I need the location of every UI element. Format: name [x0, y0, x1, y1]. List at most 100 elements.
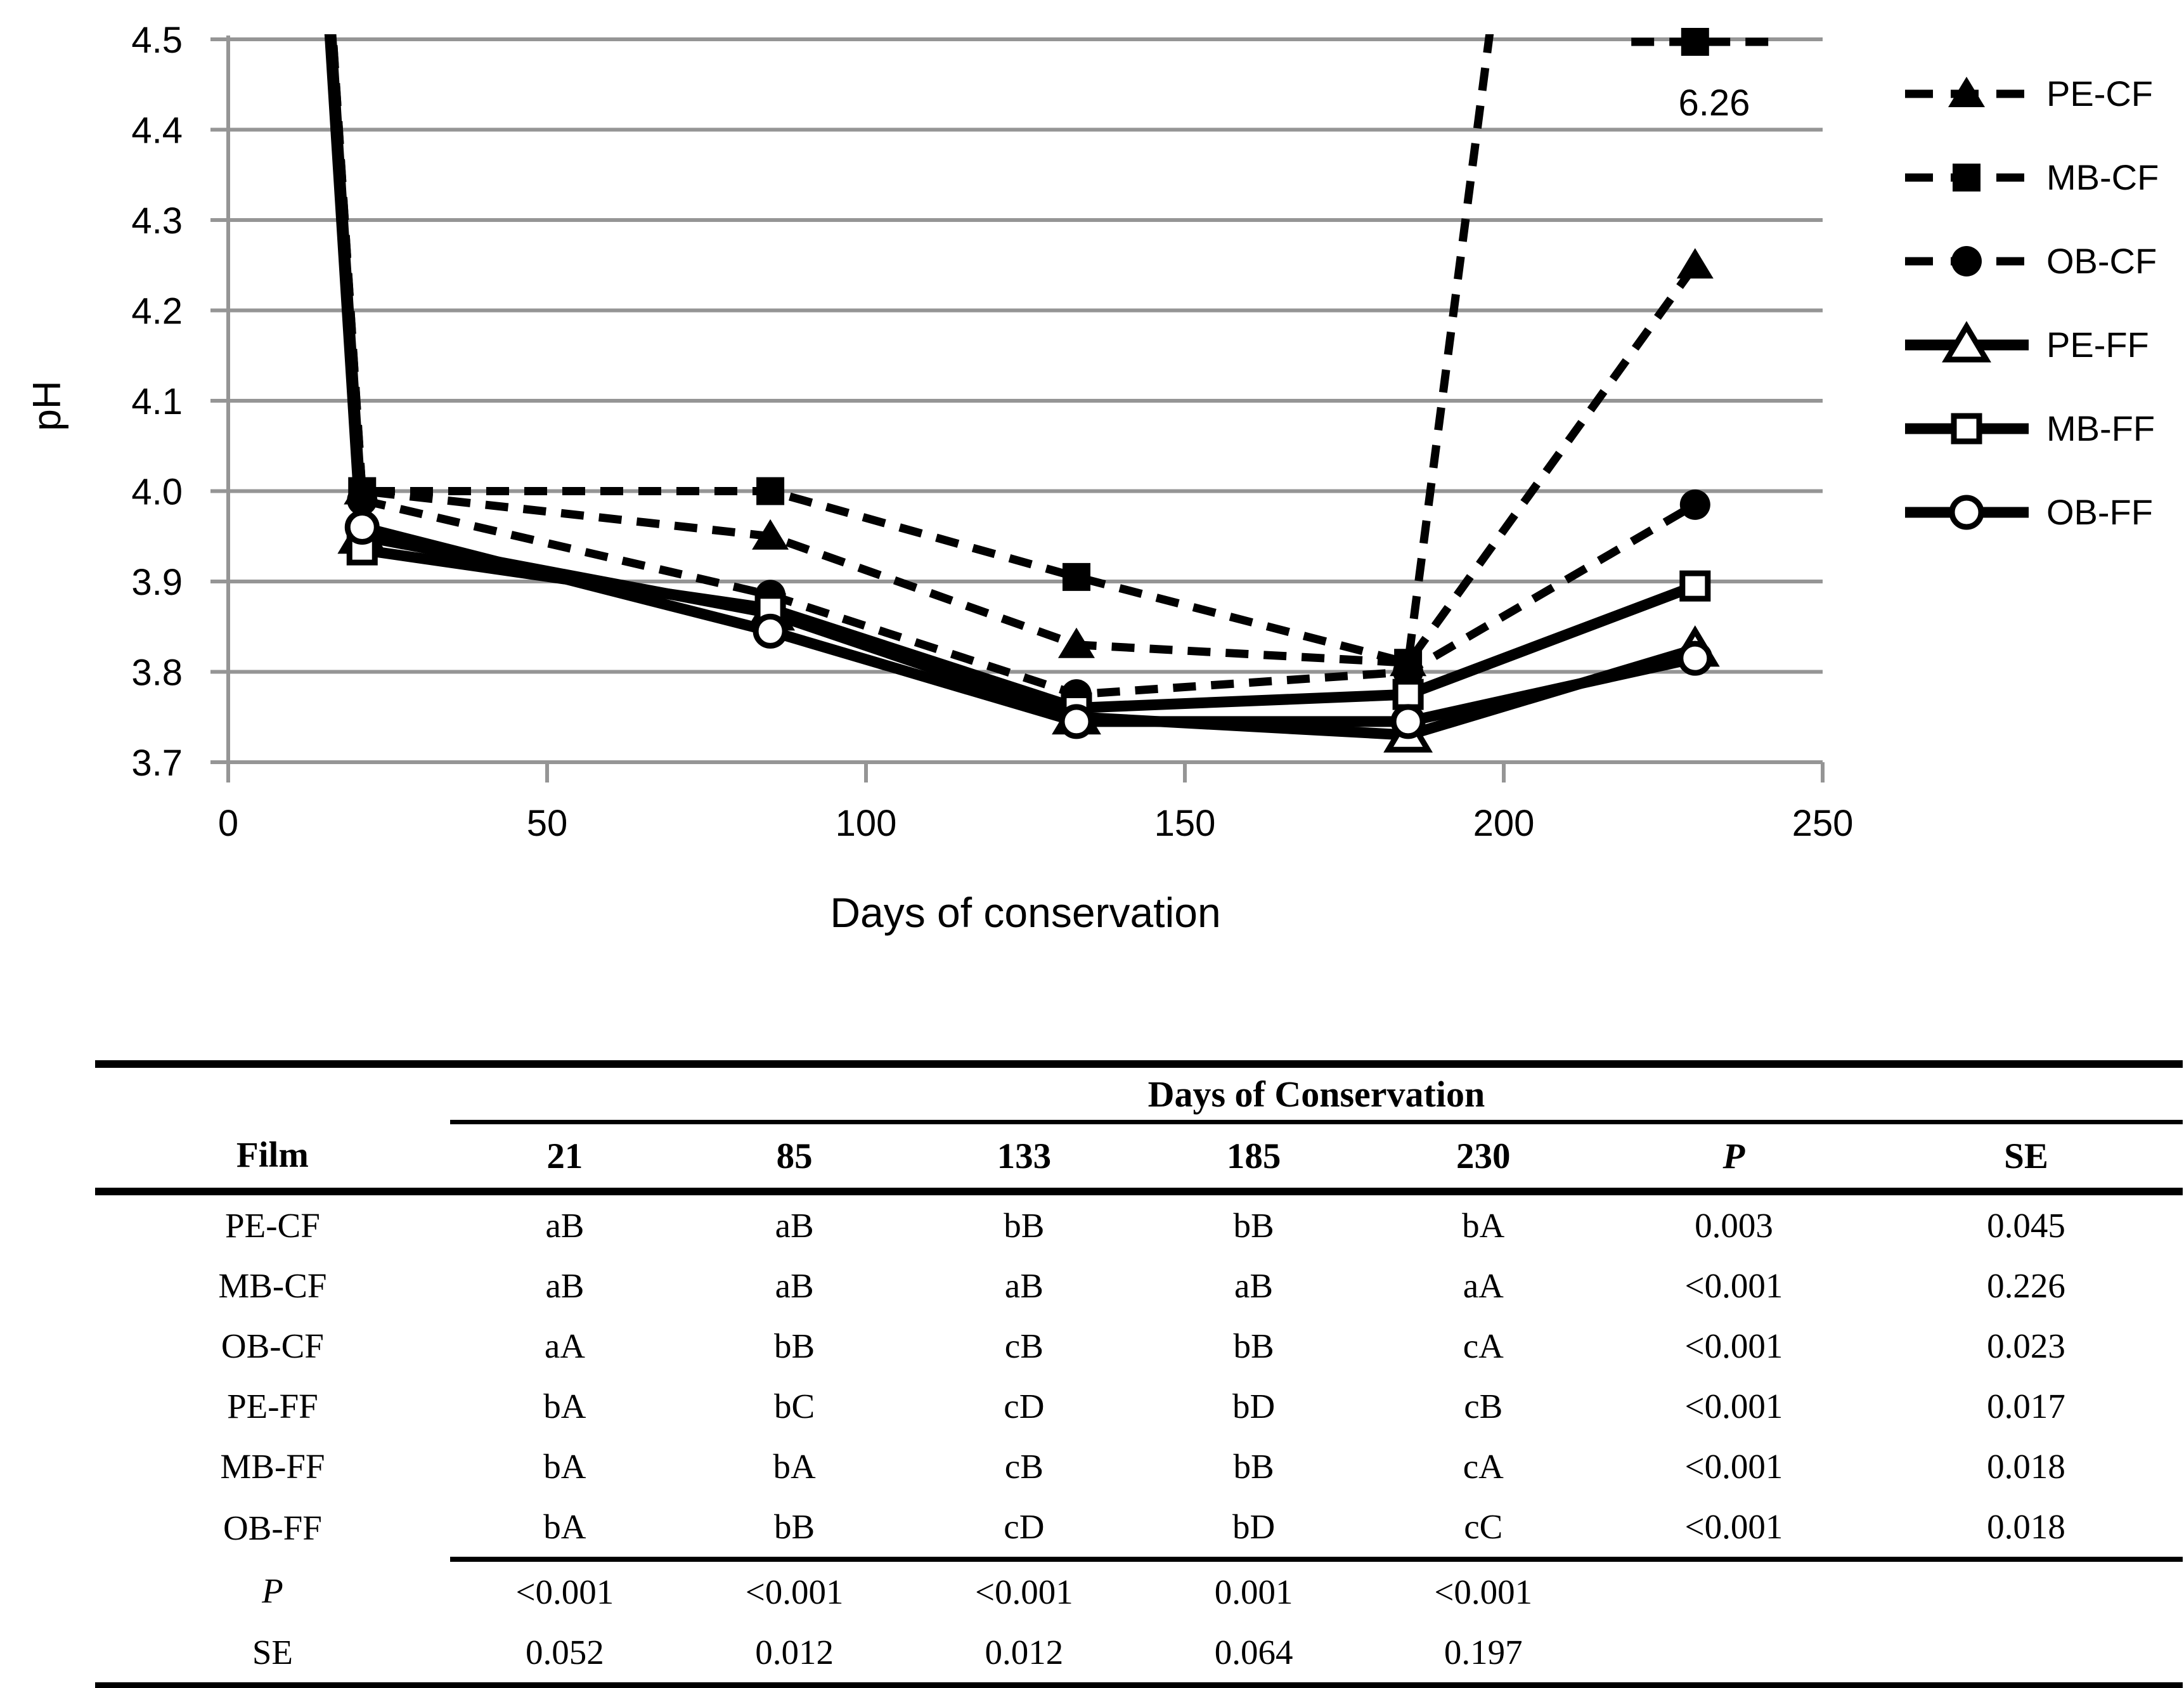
footer-cell-SE-85: 0.012	[755, 1633, 834, 1672]
ph-line-chart: 4.5 4.4 4.3 4.2 4.1 4.0 3.9 3.8 3.7 0 50 100 150 200 2…	[25, 20, 2159, 936]
footer-cell-SE-P	[1598, 1622, 1870, 1687]
cell-OB-FF-21: bA	[449, 1496, 680, 1562]
row-label-PE-CF: PE-CF	[225, 1206, 320, 1245]
table-header-row: Film 21 85 133 185 230 P SE	[95, 1122, 2183, 1195]
series-line-MB-FF	[324, 34, 1697, 714]
legend-item-MB-FF: MB-FF	[1905, 408, 2155, 448]
table-row-OB-FF: OB-FF bA bB cD bD cC <0.001 0.018	[95, 1496, 2183, 1562]
cell-OB-FF-85: bB	[680, 1496, 910, 1562]
table-row-PE-FF: PE-FF bA bC cD bD cB <0.001 0.017	[95, 1376, 2183, 1436]
y-tick-label-3.7: 3.7	[131, 743, 183, 784]
y-tick-label-4.3: 4.3	[131, 200, 183, 242]
marker-OB-CF-d230	[1679, 489, 1710, 520]
footer-cell-P-230: <0.001	[1434, 1573, 1533, 1611]
table-spanner-label: Days of Conservation	[449, 1064, 2183, 1124]
y-tick-label-4.2: 4.2	[131, 291, 183, 332]
table-row-MB-FF: MB-FF bA bA cB bB cA <0.001 0.018	[95, 1436, 2183, 1496]
table-footer-row-P: P <0.001 <0.001 <0.001 0.001 <0.001	[95, 1559, 2183, 1622]
legend-label-OB-CF: OB-CF	[2046, 241, 2157, 281]
marker-PE-FF-legend	[1942, 321, 1991, 363]
cell-MB-CF-133: aB	[1004, 1266, 1044, 1305]
footer-cell-SE-SE	[1870, 1622, 2183, 1687]
footer-cell-P-185: 0.001	[1214, 1573, 1293, 1611]
cell-MB-FF-85: bA	[773, 1447, 816, 1486]
cell-MB-CF-SE: 0.226	[1987, 1266, 2065, 1305]
cell-MB-CF-21: aB	[545, 1266, 585, 1305]
x-tick-label-100: 100	[836, 803, 897, 844]
cell-OB-FF-230: cC	[1368, 1496, 1598, 1562]
y-tick-label-3.9: 3.9	[131, 562, 183, 603]
marker-MB-FF-d185	[1392, 678, 1424, 710]
marker-MB-CF-d230	[1681, 28, 1709, 56]
cell-PE-FF-85: bC	[774, 1387, 815, 1425]
footer-cell-P-SE	[1870, 1559, 2183, 1622]
cell-PE-FF-P: <0.001	[1684, 1387, 1783, 1425]
marker-PE-CF-d133	[1057, 627, 1095, 658]
cell-OB-FF-133: cD	[909, 1496, 1139, 1562]
cell-PE-CF-SE: 0.045	[1987, 1206, 2065, 1245]
cell-PE-FF-21: bA	[543, 1387, 586, 1425]
cell-MB-FF-21: bA	[543, 1447, 586, 1486]
x-axis-title: Days of conservation	[830, 889, 1220, 936]
cell-MB-FF-230: cA	[1463, 1447, 1504, 1486]
row-label-PE-FF: PE-FF	[227, 1387, 318, 1425]
legend-label-OB-FF: OB-FF	[2046, 492, 2153, 532]
marker-OB-FF-d21	[344, 510, 380, 545]
legend-label-MB-CF: MB-CF	[2046, 157, 2159, 197]
row-label-OB-FF: OB-FF	[223, 1509, 322, 1547]
y-axis-title: pH	[25, 380, 69, 431]
col-header-21: 21	[449, 1122, 680, 1195]
cell-PE-CF-85: aB	[775, 1206, 814, 1245]
spanner-blank-cell	[95, 1064, 450, 1122]
annotation-6.26: 6.26	[1679, 82, 1750, 124]
table-spanner-row: Days of Conservation	[95, 1064, 2183, 1124]
cell-OB-CF-21: aA	[544, 1327, 585, 1365]
cell-PE-CF-21: aB	[545, 1206, 585, 1245]
marker-OB-FF-d185	[1390, 704, 1426, 739]
cell-MB-CF-230: aA	[1463, 1266, 1504, 1305]
cell-MB-FF-133: cB	[1004, 1447, 1044, 1486]
col-header-185: 185	[1139, 1122, 1369, 1195]
footer-cell-SE-230: 0.197	[1444, 1633, 1523, 1672]
x-tick-label-50: 50	[527, 803, 568, 844]
table-footer-row-SE: SE 0.052 0.012 0.012 0.064 0.197	[95, 1622, 2183, 1687]
cell-OB-CF-SE: 0.023	[1987, 1327, 2065, 1365]
col-header-85: 85	[680, 1122, 910, 1195]
cell-OB-CF-133: cB	[1004, 1327, 1044, 1365]
series-line-OB-CF	[328, 34, 1698, 699]
cell-OB-CF-P: <0.001	[1684, 1327, 1783, 1365]
cell-MB-FF-P: <0.001	[1684, 1447, 1783, 1486]
cell-PE-CF-230: bA	[1462, 1206, 1505, 1245]
marker-PE-CF-d230	[1676, 248, 1714, 279]
footer-cell-P-133: <0.001	[974, 1573, 1073, 1611]
footer-cell-SE-21: 0.052	[526, 1633, 604, 1672]
legend-item-PE-FF: PE-FF	[1905, 325, 2149, 365]
legend-label-PE-CF: PE-CF	[2046, 74, 2153, 114]
cell-MB-CF-P: <0.001	[1684, 1266, 1783, 1305]
cell-MB-CF-185: aB	[1234, 1266, 1274, 1305]
marker-MB-CF-d133	[1062, 562, 1090, 591]
cell-OB-CF-85: bB	[774, 1327, 815, 1365]
y-tick-label-4.5: 4.5	[131, 20, 183, 61]
cell-PE-CF-P: 0.003	[1695, 1206, 1773, 1245]
row-label-OB-CF: OB-CF	[221, 1327, 324, 1365]
col-header-230: 230	[1368, 1122, 1598, 1195]
cell-OB-CF-185: bB	[1233, 1327, 1274, 1365]
x-tick-label-0: 0	[218, 803, 238, 844]
col-header-film: Film	[95, 1122, 450, 1195]
marker-MB-FF-d230	[1679, 570, 1711, 602]
cell-MB-FF-SE: 0.018	[1987, 1447, 2065, 1486]
cell-PE-CF-185: bB	[1233, 1206, 1274, 1245]
marker-MB-FF-legend	[1951, 413, 1982, 445]
footer-cell-SE-133: 0.012	[985, 1633, 1064, 1672]
x-tick-label-200: 200	[1473, 803, 1535, 844]
marker-OB-FF-d133	[1059, 704, 1094, 739]
y-tick-label-4.1: 4.1	[131, 381, 183, 422]
table-row-MB-CF: MB-CF aB aB aB aB aA <0.001 0.226	[95, 1256, 2183, 1316]
footer-label-SE: SE	[252, 1633, 293, 1672]
cell-PE-CF-133: bB	[1004, 1206, 1045, 1245]
cell-MB-FF-185: bB	[1233, 1447, 1274, 1486]
footer-cell-P-P	[1598, 1559, 1870, 1622]
marker-MB-CF-d85	[756, 477, 785, 505]
cell-PE-FF-133: cD	[1004, 1387, 1045, 1425]
